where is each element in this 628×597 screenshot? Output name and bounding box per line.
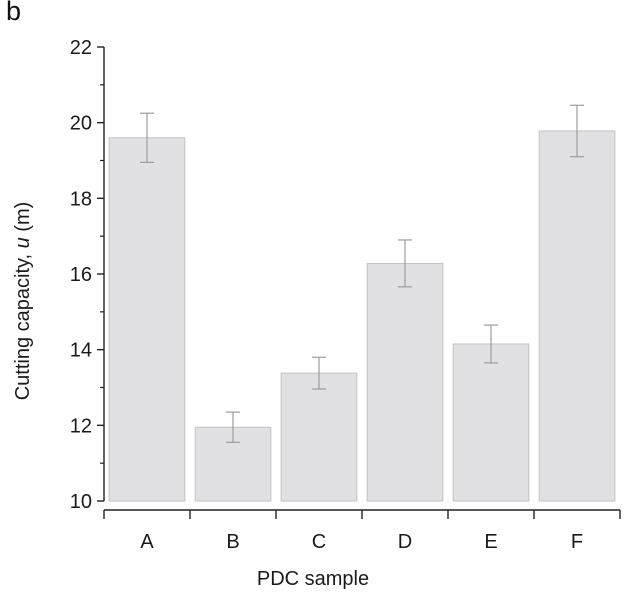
bar-a — [108, 137, 186, 502]
y-tick-label: 12 — [70, 415, 92, 437]
y-tick-label: 20 — [70, 113, 92, 135]
y-axis-label-prefix: Cutting capacity, — [12, 248, 34, 400]
y-axis-label: Cutting capacity, u (m) — [12, 202, 34, 401]
bar-c — [280, 372, 358, 502]
y-axis-label-suffix: (m) — [12, 202, 34, 238]
x-axis-label: PDC sample — [257, 568, 369, 590]
x-tick-label: E — [484, 531, 497, 553]
x-ticks: A B C D E F — [103, 510, 621, 553]
y-tick-label: 16 — [70, 264, 92, 286]
x-tick-label: F — [571, 531, 583, 553]
bar-d — [366, 262, 444, 502]
y-ticks: 10 12 14 16 18 20 22 — [70, 37, 104, 513]
bars-layer — [108, 130, 616, 502]
error-bars-layer — [140, 104, 584, 443]
bar-e — [452, 343, 530, 502]
x-tick-label: B — [226, 531, 239, 553]
y-axis-label-variable: u — [12, 237, 34, 248]
y-tick-label: 10 — [70, 491, 92, 513]
y-tick-label: 22 — [70, 37, 92, 59]
x-tick-label: A — [140, 531, 154, 553]
x-tick-label: D — [398, 531, 412, 553]
y-tick-label: 14 — [70, 340, 92, 362]
x-tick-label: C — [312, 531, 326, 553]
y-tick-label: 18 — [70, 188, 92, 210]
panel-label: b — [6, 0, 22, 26]
bar-f — [538, 130, 616, 502]
